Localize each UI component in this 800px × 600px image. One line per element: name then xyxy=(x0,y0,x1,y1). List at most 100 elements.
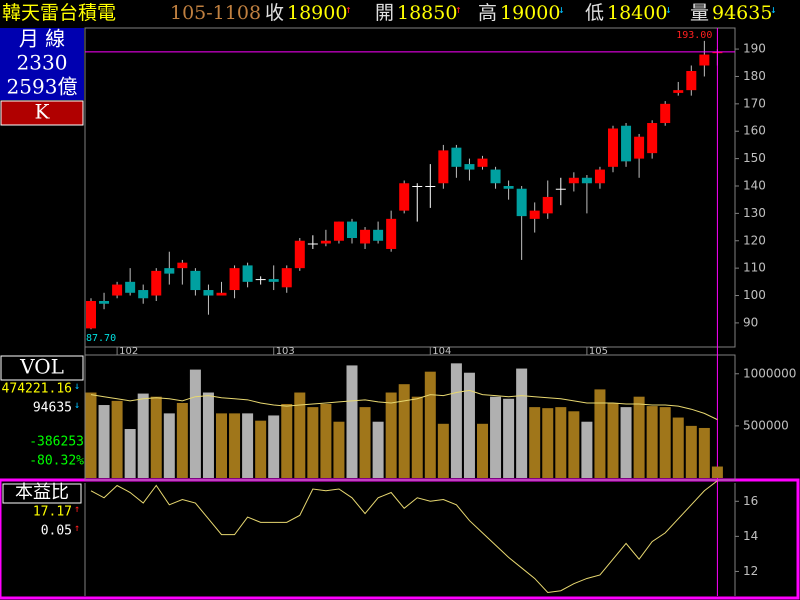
volume-bar xyxy=(385,392,397,478)
volume-bar xyxy=(163,413,175,478)
volume-bar xyxy=(359,407,371,478)
y-tick-label: 1000000 xyxy=(743,366,796,380)
volume-bar xyxy=(633,396,645,478)
pe-now: 17.17 xyxy=(33,505,72,520)
y-tick-label: 160 xyxy=(743,124,766,138)
candle-body xyxy=(673,90,684,93)
candle-body xyxy=(608,128,618,167)
volume-bar xyxy=(202,392,214,478)
candle-body xyxy=(555,188,566,190)
volume-bar xyxy=(594,389,606,478)
candle-body xyxy=(281,268,292,288)
pe-title: 本益比 xyxy=(15,482,69,503)
volume-bar xyxy=(411,396,423,478)
candle-body xyxy=(320,240,331,244)
candle-body xyxy=(621,125,632,162)
quote-value: 18850 xyxy=(397,2,457,24)
vol-pct: -80.32% xyxy=(29,454,84,469)
volume-ma xyxy=(90,389,718,421)
volume-bar xyxy=(490,396,502,478)
candle-body xyxy=(490,169,501,184)
vol-frame xyxy=(84,354,736,481)
candle-body xyxy=(660,103,671,124)
candle-body xyxy=(386,218,397,249)
volume-bar xyxy=(176,402,188,478)
y-tick-label: 100 xyxy=(743,288,766,302)
x-tick-label: 103 xyxy=(276,346,295,357)
candle-body xyxy=(634,136,645,159)
volume-bar xyxy=(698,427,710,478)
price-frame xyxy=(84,27,736,348)
volume-bar xyxy=(581,421,593,478)
candle-body xyxy=(451,147,462,167)
y-tick-label: 16 xyxy=(743,494,758,508)
volume-bar xyxy=(529,407,541,478)
arrow: ↓ xyxy=(74,400,80,411)
candle-body xyxy=(425,185,436,187)
candle-body xyxy=(399,183,410,211)
candle-body xyxy=(503,185,514,189)
candle-body xyxy=(203,290,214,296)
candle-body xyxy=(294,240,305,269)
date: 105-1108 xyxy=(170,2,261,24)
volume-bar xyxy=(85,392,97,478)
volume-bar xyxy=(189,369,201,478)
candle-body xyxy=(138,290,149,299)
candle-body xyxy=(568,177,579,184)
period: 月 線 xyxy=(19,27,65,51)
volume-bar xyxy=(229,413,241,478)
volume-bar xyxy=(242,413,254,478)
quote-label: 高 xyxy=(478,2,497,24)
candle-body xyxy=(594,169,605,184)
quote-value: 19000 xyxy=(500,2,560,24)
y-tick-label: 90 xyxy=(743,315,758,329)
volume-bar xyxy=(294,392,306,478)
vol-now: 94635 xyxy=(33,401,72,416)
candle-body xyxy=(699,54,710,66)
candle-body xyxy=(164,268,175,274)
y-tick-label: 110 xyxy=(743,261,766,275)
quote-value: 18900 xyxy=(287,2,347,24)
volume-bar xyxy=(450,363,462,478)
candle-body xyxy=(190,270,201,291)
volume-bar xyxy=(542,408,554,478)
candle-body xyxy=(360,229,371,244)
y-tick-label: 170 xyxy=(743,96,766,110)
volume-bar xyxy=(672,417,684,478)
volume-bar xyxy=(620,407,632,478)
volume-bar xyxy=(320,403,332,478)
quote-arrow: ↑ xyxy=(345,3,352,16)
candle-body xyxy=(373,229,384,241)
volume-bar xyxy=(503,398,515,478)
volume-bar xyxy=(255,420,267,478)
candle-body xyxy=(112,284,123,296)
candle-body xyxy=(99,300,110,304)
y-tick-label: 190 xyxy=(743,42,766,56)
pe-line xyxy=(90,480,718,594)
volume-bar xyxy=(424,371,436,478)
volume-bar xyxy=(216,413,227,478)
candle-body xyxy=(686,70,697,91)
vol-box xyxy=(0,355,84,381)
mode-box[interactable] xyxy=(0,100,84,126)
volume-bar xyxy=(516,368,528,478)
pe-change: 0.05 xyxy=(41,524,72,539)
volume-bar xyxy=(346,365,358,478)
volume-bar xyxy=(463,372,475,478)
y-tick-label: 12 xyxy=(743,564,758,578)
stock-name: 韓天雷台積電 xyxy=(2,2,116,24)
volume-bar xyxy=(711,466,723,478)
y-tick-label: 14 xyxy=(743,529,758,543)
y-tick-label: 180 xyxy=(743,69,766,83)
candle-body xyxy=(464,164,475,170)
vol-diff: -386253 xyxy=(29,435,84,450)
quote-label: 低 xyxy=(585,2,604,24)
mode[interactable]: K xyxy=(35,100,51,124)
vol-title: VOL xyxy=(19,355,64,379)
volume-bar xyxy=(137,393,149,478)
quote-arrow: ↓ xyxy=(665,3,672,16)
quote-arrow: ↑ xyxy=(455,3,462,16)
quote-label: 開 xyxy=(375,2,394,24)
